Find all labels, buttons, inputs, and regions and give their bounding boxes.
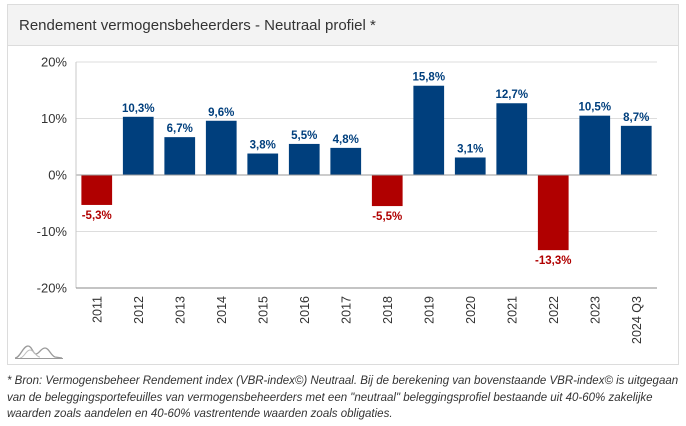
bar [371, 175, 403, 207]
bar-value-label: -5,3% [82, 210, 112, 222]
y-tick-label: -20% [37, 281, 68, 296]
bar [579, 115, 611, 175]
bar-value-label: 5,5% [291, 130, 317, 142]
x-category-label: 2013 [173, 296, 187, 324]
bar-value-label: 10,3% [122, 103, 155, 115]
bar [288, 143, 320, 175]
x-category-label: 2021 [505, 296, 519, 324]
bar [537, 175, 569, 251]
mountain-logo-icon [14, 345, 63, 359]
bar-value-label: 6,7% [167, 123, 193, 135]
bar [496, 103, 528, 175]
x-category-label: 2022 [547, 296, 561, 324]
bar [620, 125, 652, 175]
x-category-label: 2020 [464, 296, 478, 324]
bar-value-label: -5,5% [372, 211, 402, 223]
source-footnote: * Bron: Vermogensbeheer Rendement index … [7, 375, 679, 420]
bar-value-label: 3,1% [457, 143, 483, 155]
bar-value-label: 9,6% [208, 107, 234, 119]
x-category-label: 2019 [422, 296, 436, 324]
chart-card: Rendement vermogensbeheerders - Neutraal… [7, 4, 679, 365]
bar [330, 147, 362, 175]
y-tick-label: -10% [37, 224, 68, 239]
bar-value-label: 15,8% [412, 72, 445, 84]
x-category-label: 2014 [215, 296, 229, 324]
bar-value-label: -13,3% [535, 255, 571, 267]
x-category-label: 2011 [90, 296, 104, 323]
x-category-label: 2017 [339, 296, 353, 324]
bar-value-label: 3,8% [250, 140, 276, 152]
y-tick-label: 0% [48, 168, 67, 183]
bar [164, 137, 196, 175]
x-category-label: 2016 [298, 296, 312, 324]
bar-value-label: 4,8% [333, 134, 359, 146]
bar [247, 153, 279, 175]
bar-value-label: 12,7% [495, 89, 528, 101]
y-tick-label: 20% [41, 55, 67, 70]
bar-value-label: 10,5% [578, 102, 611, 114]
chart-title: Rendement vermogensbeheerders - Neutraal… [8, 5, 678, 46]
x-category-label: 2018 [381, 296, 395, 324]
y-tick-label: 10% [41, 111, 67, 126]
bar [205, 120, 237, 175]
x-category-label: 2015 [256, 296, 270, 324]
x-category-label: 2024 Q3 [630, 296, 644, 344]
bar-value-label: 8,7% [623, 112, 649, 124]
bar [122, 116, 154, 175]
x-category-label: 2012 [132, 296, 146, 324]
x-category-label: 2023 [588, 296, 602, 324]
bar [81, 175, 113, 205]
bar [413, 85, 445, 175]
bar-chart: 20% 10% 0% -10% -20% -5,3% 2011 10,3% 2012 6,7% 20… [37, 55, 657, 344]
bar [454, 157, 486, 175]
